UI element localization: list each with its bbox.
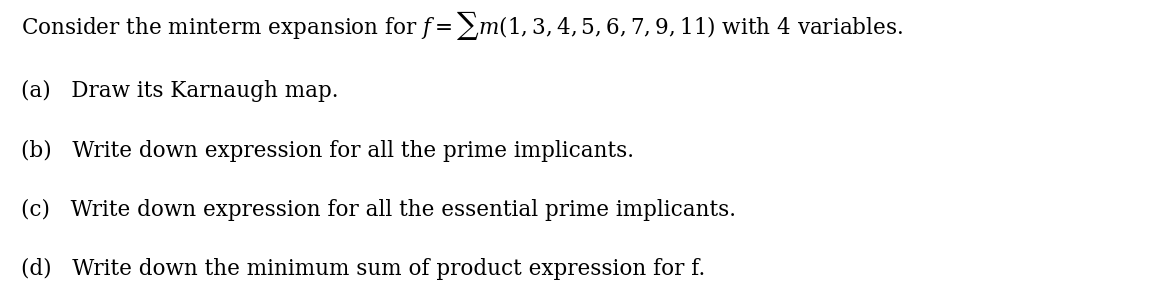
Text: Consider the minterm expansion for $f = \sum m(1, 3, 4, 5, 6, 7, 9, 11)$ with 4 : Consider the minterm expansion for $f = …: [21, 9, 904, 42]
Text: (c)   Write down expression for all the essential prime implicants.: (c) Write down expression for all the es…: [21, 199, 736, 221]
Text: (d)   Write down the minimum sum of product expression for f.: (d) Write down the minimum sum of produc…: [21, 258, 705, 280]
Text: (a)   Draw its Karnaugh map.: (a) Draw its Karnaugh map.: [21, 80, 338, 102]
Text: (b)   Write down expression for all the prime implicants.: (b) Write down expression for all the pr…: [21, 139, 634, 162]
